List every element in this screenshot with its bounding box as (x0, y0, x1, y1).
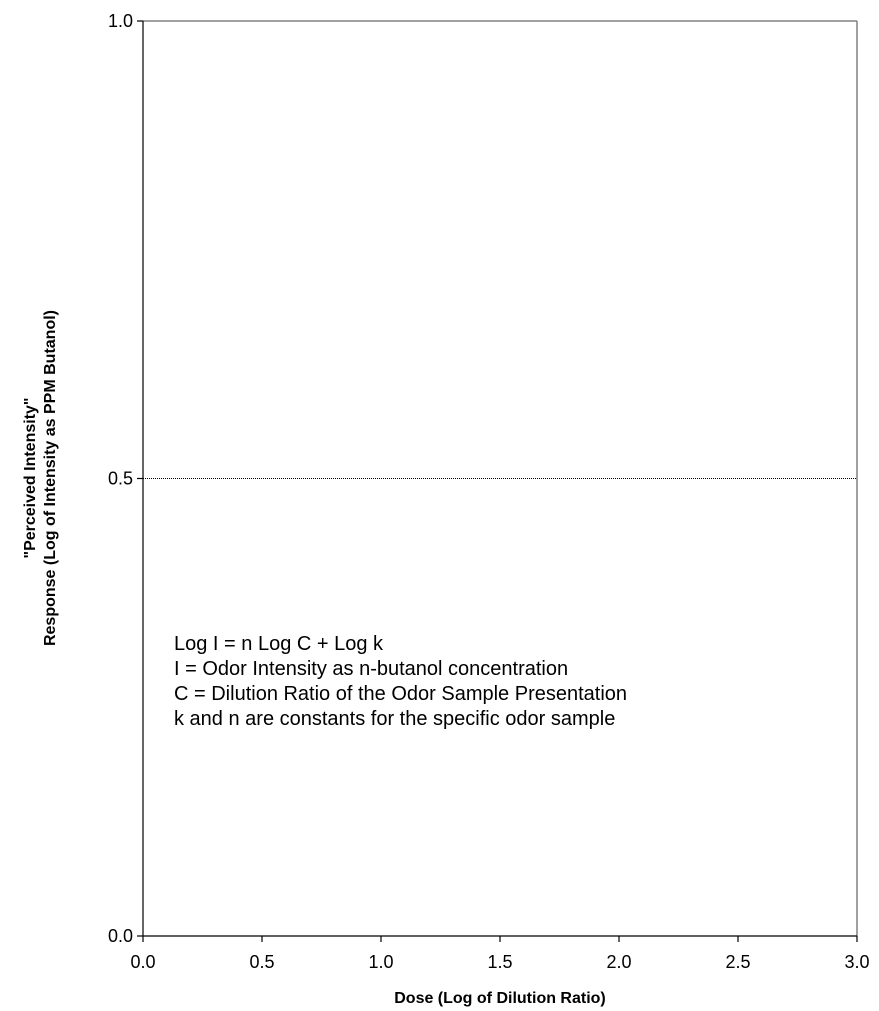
x-tick-label-1: 0.5 (249, 952, 274, 972)
equation-annotation: Log I = n Log C + Log k I = Odor Intensi… (174, 633, 627, 730)
annotation-line-3: C = Dilution Ratio of the Odor Sample Pr… (174, 683, 627, 705)
y-tick-label-1: 0.5 (108, 469, 133, 489)
y-axis-title-line-1: "Perceived Intensity" (22, 397, 39, 558)
y-axis-title: "Perceived Intensity" Response (Log of I… (22, 310, 59, 646)
x-axis-title: Dose (Log of Dilution Ratio) (394, 990, 606, 1007)
annotation-line-1: Log I = n Log C + Log k (174, 633, 384, 655)
x-tick-label-5: 2.5 (725, 952, 750, 972)
y-tick-label-2: 1.0 (108, 11, 133, 31)
x-tick-label-6: 3.0 (844, 952, 869, 972)
ticks-group: 0.0 0.5 1.0 1.5 2.0 2.5 3.0 0.0 0.5 1.0 (108, 11, 870, 972)
x-tick-label-4: 2.0 (606, 952, 631, 972)
x-tick-label-3: 1.5 (487, 952, 512, 972)
y-axis-title-line-2: Response (Log of Intensity as PPM Butano… (42, 310, 59, 646)
x-tick-label-0: 0.0 (130, 952, 155, 972)
y-tick-label-0: 0.0 (108, 926, 133, 946)
x-tick-label-2: 1.0 (368, 952, 393, 972)
annotation-line-2: I = Odor Intensity as n-butanol concentr… (174, 658, 568, 680)
annotation-line-4: k and n are constants for the specific o… (174, 708, 615, 730)
plot-frame-group (143, 20, 858, 936)
